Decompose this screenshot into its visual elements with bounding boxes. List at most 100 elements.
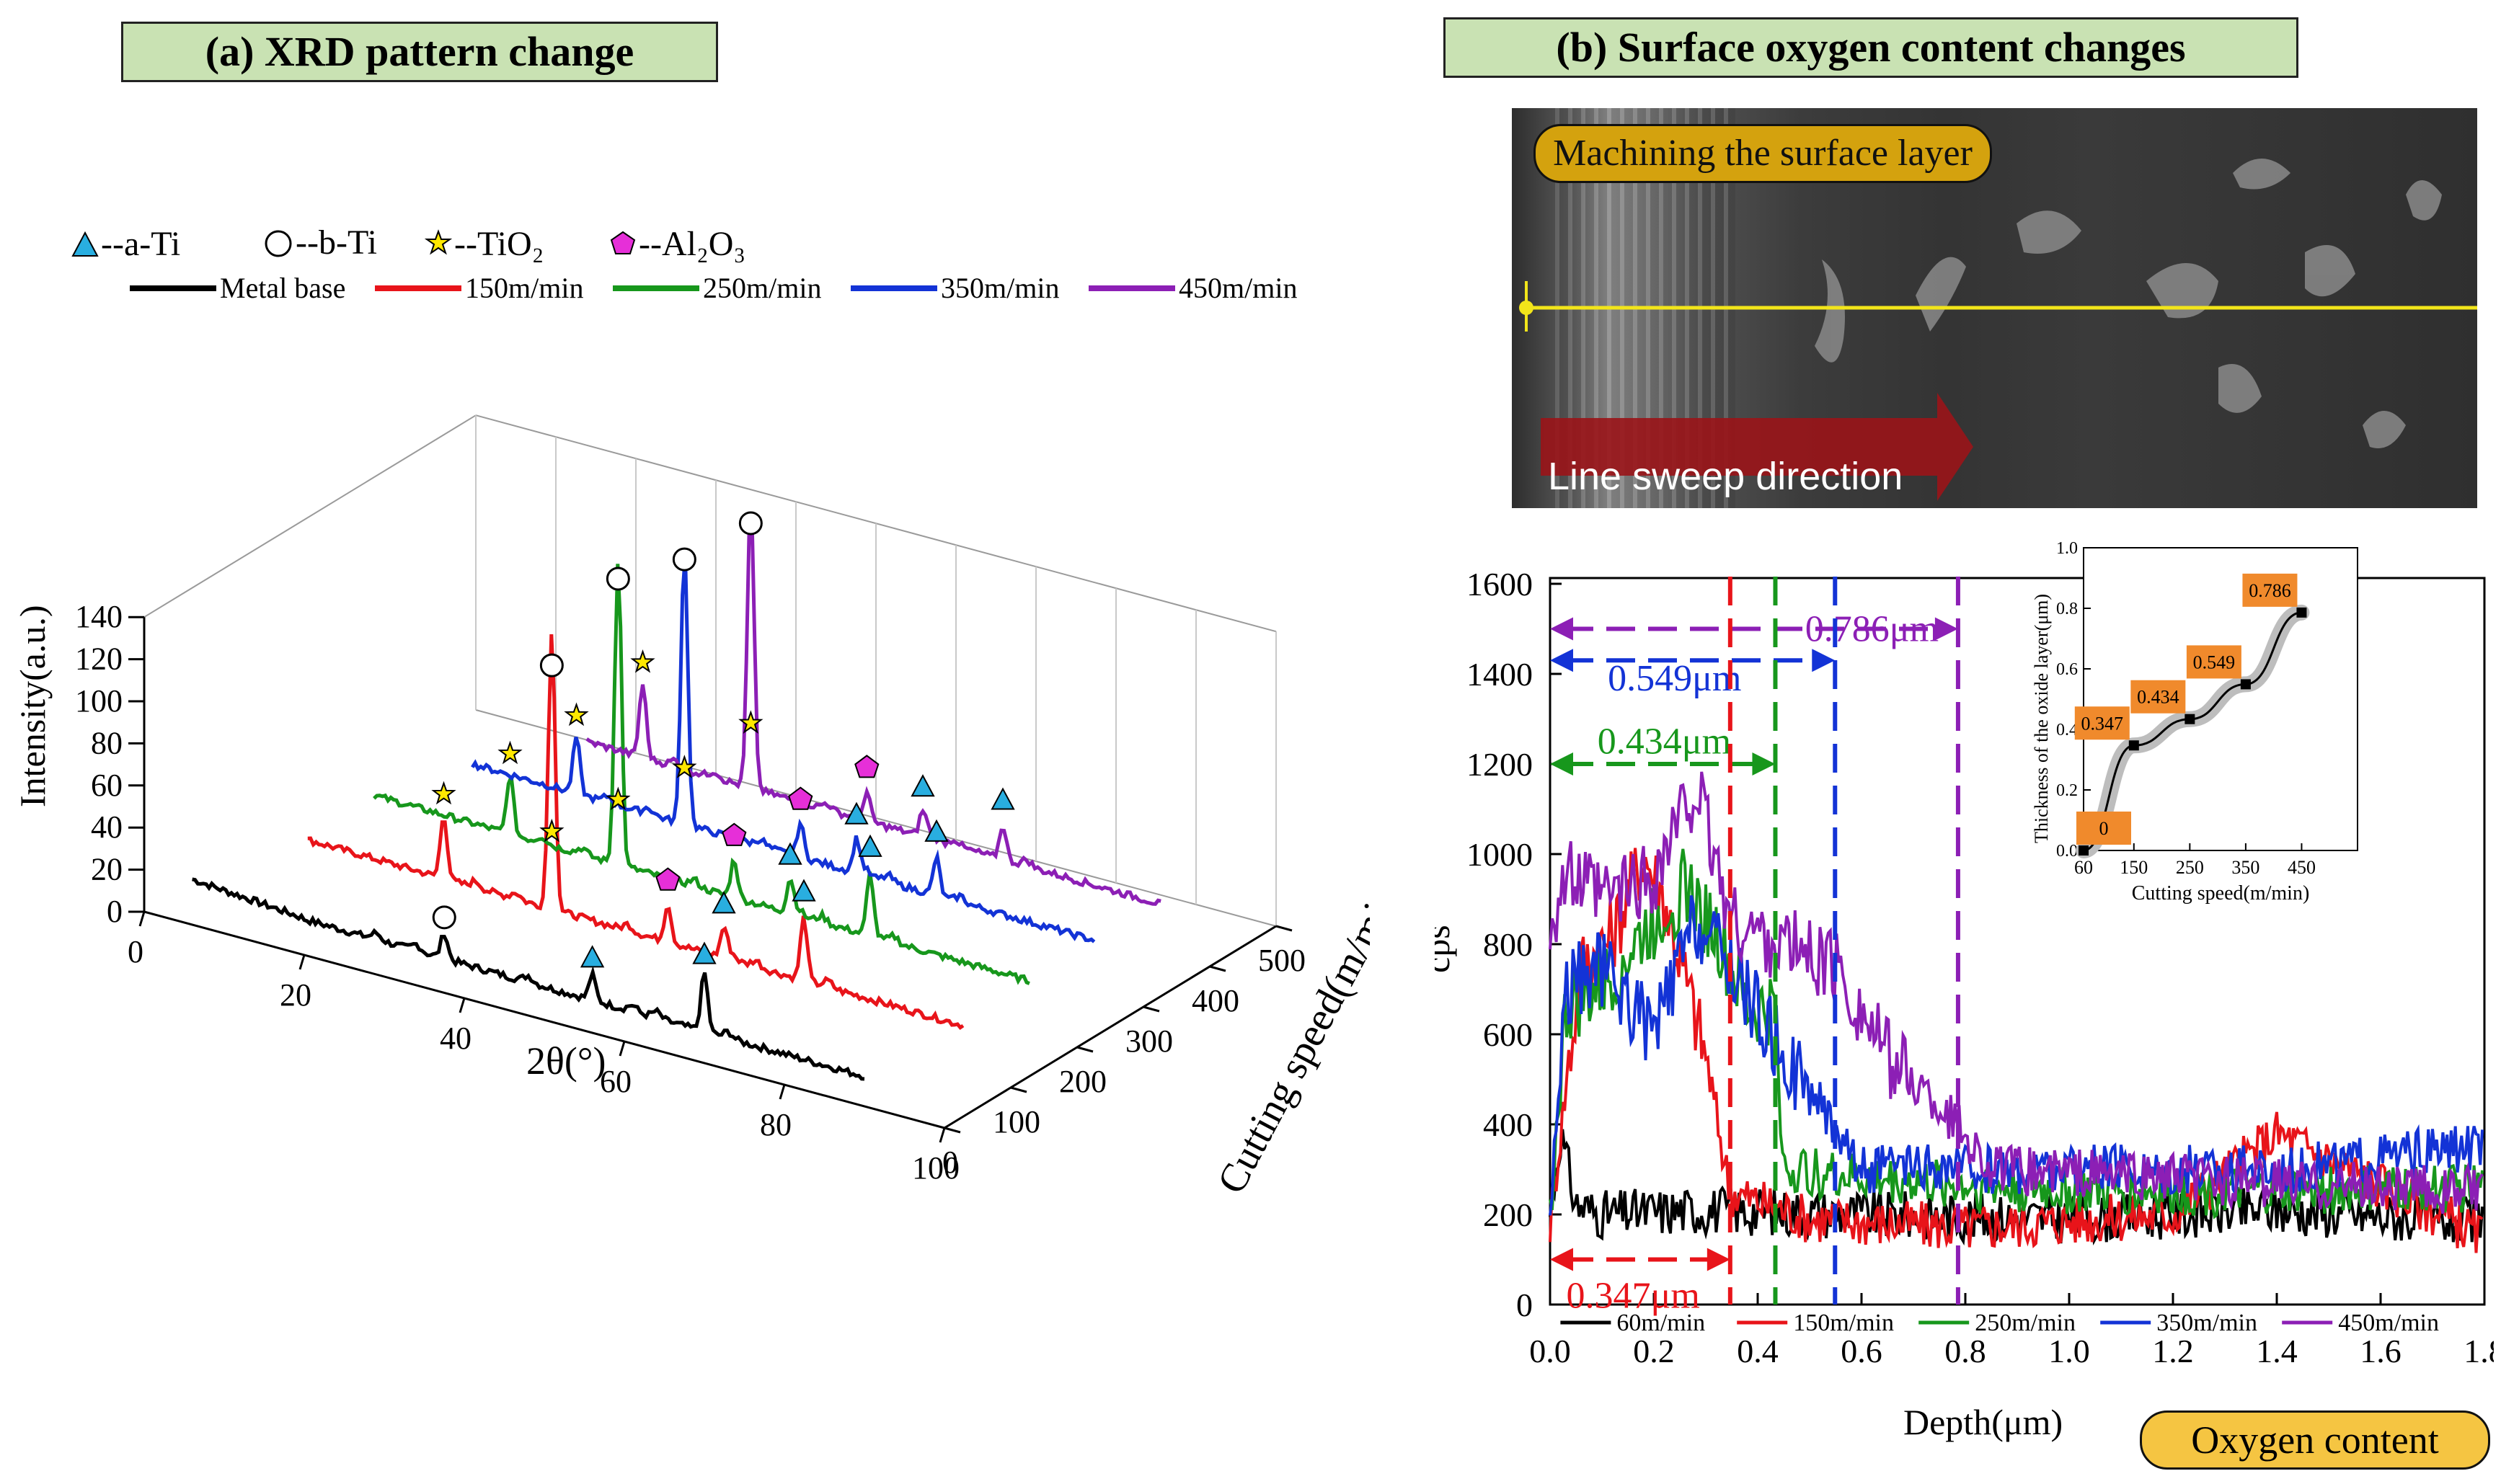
al2o3-marker xyxy=(854,755,880,778)
x-tick xyxy=(779,1084,786,1100)
z-tick-label: 40 xyxy=(91,809,123,845)
a-ti-marker xyxy=(580,945,605,968)
z-tick-label: 140 xyxy=(75,599,123,634)
z-tick-label: 100 xyxy=(75,683,123,719)
inset-value-label: 0 xyxy=(2099,818,2109,839)
cps-axis-label: cps xyxy=(1435,925,1457,973)
oxygen-content-badge: Oxygen content xyxy=(2140,1410,2490,1470)
inset-y-tick-label: 0.0 xyxy=(2056,842,2078,861)
oxide-thickness-inset: 0.0 0.2 0.4 0.6 0.8 1.0 60 150 250 350 450 0 0.347 0.… xyxy=(2031,539,2358,905)
inset-point xyxy=(2128,740,2139,751)
depth-arrow-head-right xyxy=(1707,1248,1730,1271)
legend-label-350: 350m/min xyxy=(941,272,1059,304)
b-ti-marker xyxy=(539,653,564,677)
legend-label-150m/min: 150m/min xyxy=(1793,1310,1894,1336)
tio2-marker xyxy=(564,702,589,727)
depth-arrow-head-left xyxy=(1550,649,1573,672)
legend-label-350m/min: 350m/min xyxy=(2156,1310,2257,1336)
y-tick-label: 1200 xyxy=(1466,746,1533,783)
x-tick-label: 0.0 xyxy=(1529,1333,1571,1369)
z-tick-label: 20 xyxy=(91,852,123,887)
x-tick-label: 1.8 xyxy=(2464,1333,2494,1369)
legend-label-150: 150m/min xyxy=(465,272,583,304)
sem-image: Machining the surface layer Line sweep d… xyxy=(1512,108,2477,508)
inset-point xyxy=(2079,845,2089,856)
cps-trace-250m/min xyxy=(1549,848,2484,1219)
legend-label-metal-base: Metal base xyxy=(220,272,345,304)
al2o3-legend-icon xyxy=(610,231,636,254)
x-tick-label: 0.2 xyxy=(1633,1333,1675,1369)
inset-point xyxy=(2296,607,2307,618)
legend-label-60m/min: 60m/min xyxy=(1616,1310,1705,1336)
legend-label-250m/min: 250m/min xyxy=(1975,1310,2076,1336)
tio2-legend-label: --TiO₂ xyxy=(454,225,544,263)
x-tick-label: 20 xyxy=(280,977,311,1013)
legend-label-250: 250m/min xyxy=(703,272,821,304)
y-tick-label: 600 xyxy=(1483,1016,1533,1053)
x-tick-label: 1.6 xyxy=(2360,1333,2402,1369)
inset-x-label: Cutting speed(m/min) xyxy=(2132,882,2310,905)
a-ti-marker xyxy=(712,891,736,914)
al2o3-marker xyxy=(655,867,681,891)
y-tick xyxy=(1209,965,1226,972)
tio2-marker xyxy=(672,755,697,778)
x-tick-label: 60 xyxy=(600,1064,632,1099)
tio2-marker xyxy=(630,649,655,673)
depth-arrow-head-left xyxy=(1550,752,1573,776)
y-tick xyxy=(1076,1046,1094,1053)
xrd-trace-150 xyxy=(307,634,965,1031)
cps-trace-450m/min xyxy=(1549,771,2484,1214)
al2o3-legend-label: --Al₂O₃ xyxy=(639,225,745,263)
inset-value-label: 0.549 xyxy=(2193,652,2236,672)
x-tick-label: 80 xyxy=(760,1107,792,1142)
a-ti-marker xyxy=(924,819,949,842)
inset-x-tick-label: 450 xyxy=(2288,857,2316,878)
a-ti-marker xyxy=(792,879,816,902)
inset-value-box xyxy=(2186,645,2241,679)
depth-label-purple: 0.786μm xyxy=(1805,608,1939,649)
sem-label-arrow: Line sweep direction xyxy=(1548,455,1903,498)
x-tick-label: 0.4 xyxy=(1737,1333,1779,1369)
y-tick xyxy=(1143,1005,1160,1013)
x-tick-label: 1.0 xyxy=(2048,1333,2090,1369)
a-ti-marker xyxy=(844,801,869,825)
b-ti-marker xyxy=(432,905,456,930)
a-ti-legend-icon xyxy=(71,231,99,257)
xrd-trace-0 xyxy=(192,877,865,1081)
inset-value-box xyxy=(2074,706,2130,740)
inset-y-tick-label: 1.0 xyxy=(2056,539,2078,558)
b-ti-legend-icon xyxy=(265,230,292,257)
x-tick xyxy=(619,1041,626,1057)
a-ti-marker xyxy=(991,787,1015,810)
z-tick-label: 120 xyxy=(75,641,123,677)
y-tick-label: 500 xyxy=(1258,943,1306,978)
b-ti-marker xyxy=(672,547,696,572)
x-tick-label: 1.4 xyxy=(2256,1333,2298,1369)
depth-arrow-head-right xyxy=(1812,649,1836,672)
inset-x-tick-label: 60 xyxy=(2074,857,2093,878)
x-axis xyxy=(143,910,945,1129)
x-tick xyxy=(939,1127,946,1143)
tio2-marker xyxy=(606,786,631,811)
inset-value-label: 0.434 xyxy=(2137,687,2179,708)
y-tick-label: 1600 xyxy=(1466,566,1533,603)
inset-x-tick-label: 150 xyxy=(2120,857,2148,878)
y-axis-label: Cutting speed(m/min) xyxy=(1209,866,1370,1201)
a-ti-legend-label: --a-Ti xyxy=(101,225,180,263)
y-tick-label: 0 xyxy=(942,1145,958,1180)
cps-trace-150m/min xyxy=(1549,848,2484,1253)
left-wall-top xyxy=(143,414,477,618)
tio2-legend-icon xyxy=(424,229,453,255)
inset-y-tick-label: 0.8 xyxy=(2056,600,2078,618)
x-tick xyxy=(138,911,146,927)
inset-x-tick-label: 350 xyxy=(2231,857,2259,878)
depth-arrow-head-left xyxy=(1550,617,1573,641)
x-tick xyxy=(459,998,466,1013)
z-axis-label: Intensity(a.u.) xyxy=(12,605,53,807)
a-ti-marker xyxy=(692,941,717,964)
a-ti-marker xyxy=(858,834,882,857)
y-axis xyxy=(944,925,1277,1129)
y-tick-label: 0 xyxy=(1516,1287,1533,1323)
y-tick-label: 200 xyxy=(1483,1196,1533,1233)
